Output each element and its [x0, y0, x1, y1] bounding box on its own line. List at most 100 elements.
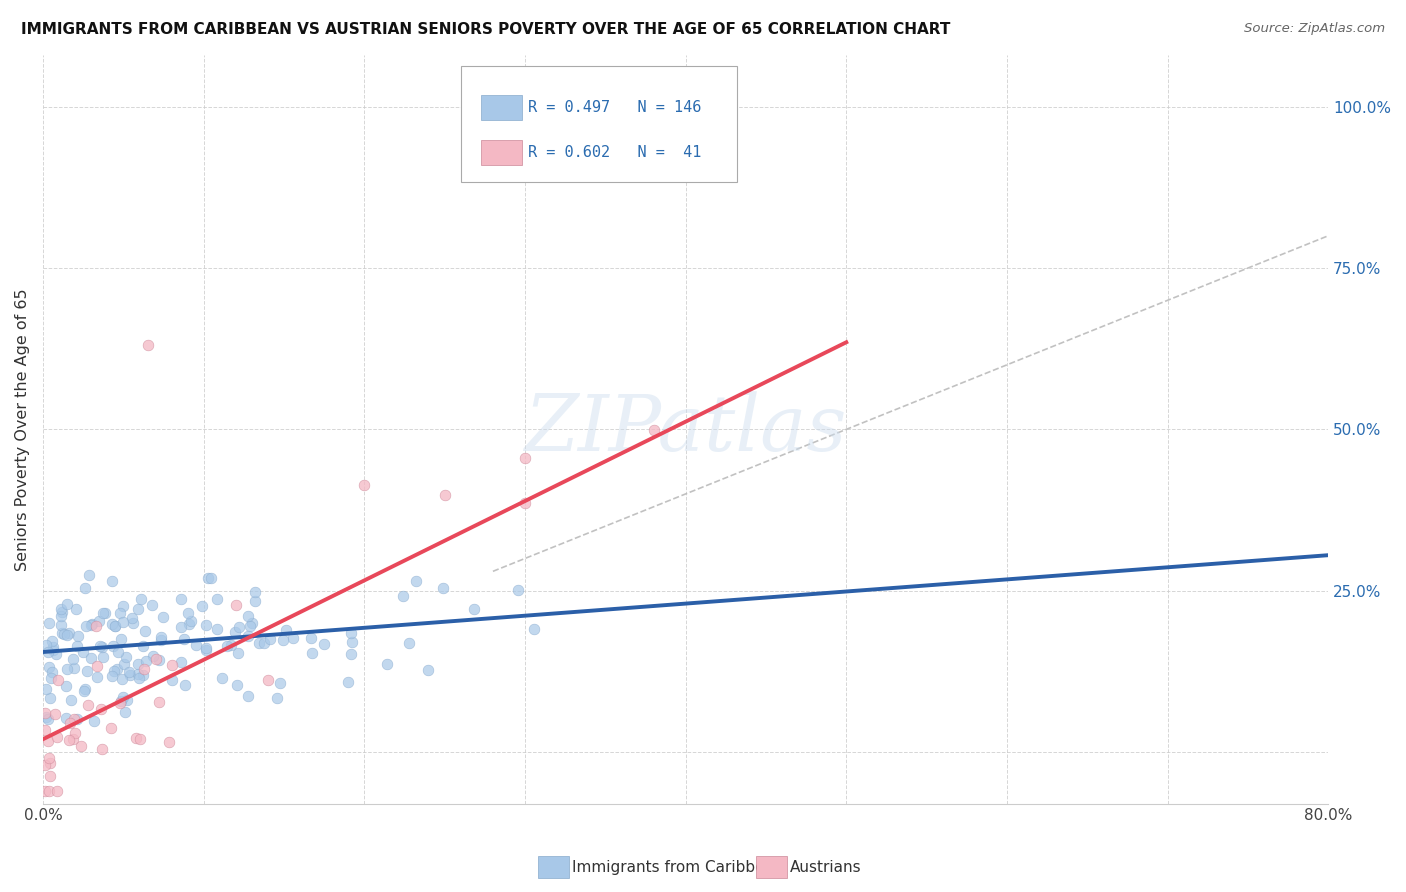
FancyBboxPatch shape — [481, 140, 523, 165]
Point — [173, 632, 195, 647]
Point — [247, 635, 270, 649]
Point — [136, 338, 159, 352]
Point — [72, 645, 94, 659]
Point — [39, 769, 62, 783]
Point — [375, 657, 398, 672]
Point — [242, 616, 264, 631]
Text: Austrians: Austrians — [790, 860, 862, 874]
Y-axis label: Seniors Poverty Over the Age of 65: Seniors Poverty Over the Age of 65 — [15, 288, 30, 571]
Point — [45, 647, 67, 661]
Point — [174, 678, 197, 692]
Point — [77, 568, 100, 582]
Point — [433, 488, 456, 502]
Point — [66, 629, 89, 643]
Point — [301, 646, 323, 660]
Point — [34, 723, 56, 737]
Point — [75, 619, 97, 633]
Point — [159, 735, 181, 749]
Point — [405, 574, 427, 588]
Point — [89, 640, 111, 654]
Point — [89, 614, 111, 628]
Point — [56, 627, 79, 641]
Point — [225, 598, 247, 612]
Point — [86, 669, 108, 683]
Point — [236, 608, 259, 623]
Point — [127, 657, 149, 671]
Point — [312, 637, 335, 651]
Point — [52, 626, 75, 640]
Text: Immigrants from Caribbean: Immigrants from Caribbean — [572, 860, 785, 874]
Point — [38, 751, 60, 765]
Point — [39, 671, 62, 685]
Point — [100, 574, 122, 588]
Point — [195, 618, 218, 632]
Point — [148, 695, 170, 709]
Point — [118, 665, 141, 680]
Point — [236, 690, 259, 704]
Point — [51, 605, 73, 619]
Point — [205, 592, 228, 607]
Point — [44, 706, 66, 721]
Point — [90, 741, 112, 756]
Point — [65, 726, 87, 740]
Point — [506, 583, 529, 598]
Point — [118, 667, 141, 681]
Point — [224, 625, 246, 640]
Point — [62, 652, 84, 666]
Point — [299, 631, 322, 645]
Point — [35, 710, 58, 724]
Point — [55, 679, 77, 693]
Point — [225, 678, 247, 692]
Point — [259, 632, 281, 647]
Point — [105, 662, 128, 676]
Point — [236, 629, 259, 643]
Point — [37, 712, 59, 726]
Point — [73, 581, 96, 595]
Point — [107, 645, 129, 659]
Point — [41, 665, 63, 680]
Point — [46, 673, 69, 687]
Point — [49, 609, 72, 624]
Text: ZIPatlas: ZIPatlas — [524, 392, 846, 467]
Point — [73, 682, 96, 697]
Point — [110, 632, 132, 646]
Point — [340, 634, 363, 648]
Point — [39, 691, 62, 706]
Point — [398, 636, 420, 650]
Point — [226, 646, 249, 660]
Point — [79, 617, 101, 632]
Point — [274, 623, 297, 637]
Point — [35, 681, 58, 696]
Point — [127, 602, 149, 616]
Point — [132, 662, 155, 676]
Point — [215, 639, 238, 653]
Point — [58, 732, 80, 747]
Point — [121, 615, 143, 630]
Point — [112, 615, 135, 629]
Point — [110, 694, 132, 708]
Point — [141, 598, 163, 612]
Text: R = 0.497   N = 146: R = 0.497 N = 146 — [527, 100, 702, 115]
Point — [353, 478, 375, 492]
Point — [101, 669, 124, 683]
Point — [269, 675, 291, 690]
Point — [121, 610, 143, 624]
Point — [170, 591, 193, 606]
Point — [45, 783, 67, 797]
Point — [39, 756, 62, 771]
Point — [108, 606, 131, 620]
Point — [194, 643, 217, 657]
Point — [179, 616, 201, 631]
Point — [128, 671, 150, 685]
Point — [42, 640, 65, 654]
Point — [205, 622, 228, 636]
Point — [56, 662, 79, 676]
Point — [257, 673, 280, 687]
Point — [34, 706, 56, 721]
Point — [34, 783, 56, 797]
Point — [115, 650, 138, 665]
Point — [104, 618, 127, 632]
Point — [239, 618, 262, 632]
Point — [51, 617, 73, 632]
Point — [211, 672, 233, 686]
